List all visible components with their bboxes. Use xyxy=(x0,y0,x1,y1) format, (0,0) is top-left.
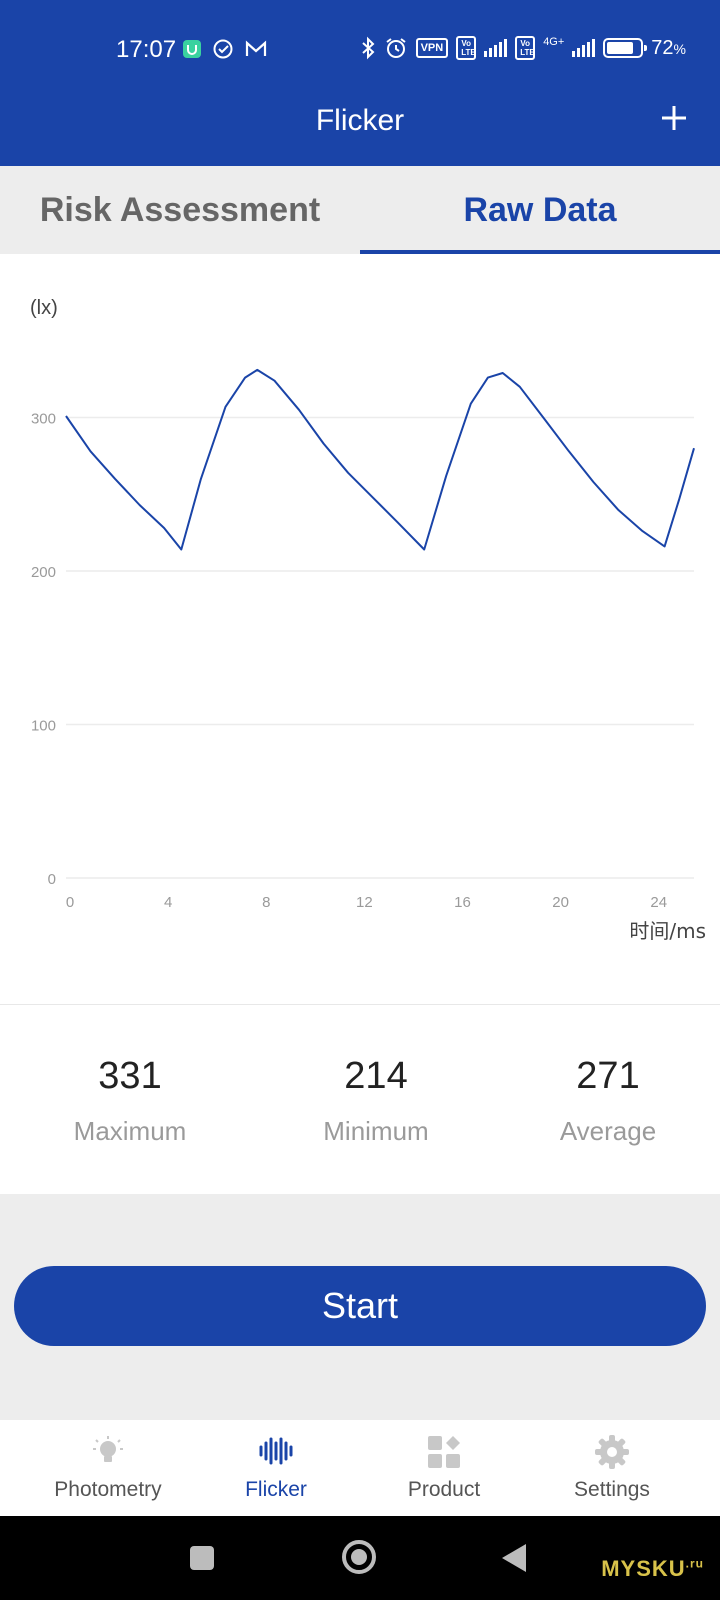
start-button[interactable]: Start xyxy=(14,1266,706,1346)
gear-icon xyxy=(595,1435,629,1469)
nav-label-product: Product xyxy=(407,1478,481,1501)
stat-maximum: 331 Maximum xyxy=(10,1005,250,1147)
app-bar: Flicker xyxy=(0,86,720,166)
active-tab-indicator xyxy=(360,250,720,254)
bottom-nav: Photometry Flicker Product Settings xyxy=(0,1420,720,1516)
y-axis-unit-label: (lx) xyxy=(30,297,58,319)
battery-icon xyxy=(603,38,648,58)
nav-item-settings[interactable]: Settings xyxy=(522,1420,702,1516)
x-tick-label-4: 4 xyxy=(164,894,172,911)
x-tick-label-16: 16 xyxy=(454,894,471,911)
minimum-value: 214 xyxy=(344,1055,408,1097)
y-tick-label-0: 0 xyxy=(48,871,56,888)
y-tick-label-300: 300 xyxy=(31,411,56,428)
flicker-chart: (lx) 0 100 200 300 0 4 8 12 16 20 24 时间/ms xyxy=(0,254,720,1004)
x-tick-label-8: 8 xyxy=(262,894,270,911)
nav-label-settings: Settings xyxy=(574,1478,650,1501)
home-button[interactable] xyxy=(342,1540,376,1574)
signal-strength-icon-2 xyxy=(572,39,596,57)
system-status-icons: VPN Vo LTE Vo LTE 4G+ 72% xyxy=(360,36,686,60)
x-tick-label-12: 12 xyxy=(356,894,373,911)
nav-label-photometry: Photometry xyxy=(54,1478,162,1501)
nav-item-photometry[interactable]: Photometry xyxy=(18,1420,198,1516)
grid-icon xyxy=(428,1436,460,1468)
alarm-icon xyxy=(385,38,406,58)
page-title: Flicker xyxy=(315,104,405,137)
stat-minimum: 214 Minimum xyxy=(256,1005,496,1147)
recents-button[interactable] xyxy=(190,1546,214,1570)
stats-panel: 331 Maximum 214 Minimum 271 Average xyxy=(0,1004,720,1194)
volte-badge-2: Vo LTE xyxy=(515,36,536,60)
vpn-badge: VPN xyxy=(415,38,449,58)
volte-badge-1: Vo LTE xyxy=(456,36,477,60)
status-bar: 17:07 VPN Vo LTE Vo LTE 4G+ 72% xyxy=(0,0,720,100)
tab-risk-assessment[interactable]: Risk Assessment xyxy=(39,191,321,229)
tab-raw-data[interactable]: Raw Data xyxy=(463,191,617,229)
signal-strength-icon-1 xyxy=(484,39,508,57)
stat-average: 271 Average xyxy=(488,1005,720,1147)
waveform-icon xyxy=(259,1437,293,1465)
watermark: MYSKU.ru xyxy=(601,1556,704,1581)
x-tick-label-24: 24 xyxy=(650,894,667,911)
status-time: 17:07 xyxy=(116,36,177,63)
nav-label-flicker: Flicker xyxy=(245,1478,307,1501)
y-tick-label-200: 200 xyxy=(31,564,56,581)
minimum-label: Minimum xyxy=(323,1116,429,1146)
y-tick-label-100: 100 xyxy=(31,718,56,735)
lightbulb-icon xyxy=(93,1436,123,1462)
x-tick-label-0: 0 xyxy=(66,894,74,911)
nav-item-flicker[interactable]: Flicker xyxy=(186,1420,366,1516)
network-type: 4G+ xyxy=(543,36,565,48)
maximum-label: Maximum xyxy=(73,1116,187,1146)
battery-level: 72% xyxy=(651,36,686,59)
add-button[interactable] xyxy=(654,98,694,138)
chart-svg: (lx) 0 100 200 300 0 4 8 12 16 20 24 时间/ms xyxy=(30,297,706,943)
maximum-value: 331 xyxy=(98,1055,162,1097)
bluetooth-icon xyxy=(361,36,375,60)
nav-item-product[interactable]: Product xyxy=(354,1420,534,1516)
notification-icons xyxy=(182,38,268,60)
plus-icon xyxy=(662,106,686,130)
series-line-illuminance xyxy=(65,368,695,551)
mail-icon xyxy=(245,40,267,56)
x-tick-label-20: 20 xyxy=(552,894,569,911)
check-circle-icon xyxy=(213,39,233,59)
average-value: 271 xyxy=(576,1055,640,1097)
x-axis-label: 时间/ms xyxy=(629,919,706,943)
back-button[interactable] xyxy=(502,1544,526,1572)
average-label: Average xyxy=(559,1116,657,1146)
tab-bar: Risk Assessment Raw Data xyxy=(0,166,720,254)
system-nav-bar: MYSKU.ru xyxy=(0,1516,720,1600)
app-notification-icon xyxy=(183,40,201,58)
